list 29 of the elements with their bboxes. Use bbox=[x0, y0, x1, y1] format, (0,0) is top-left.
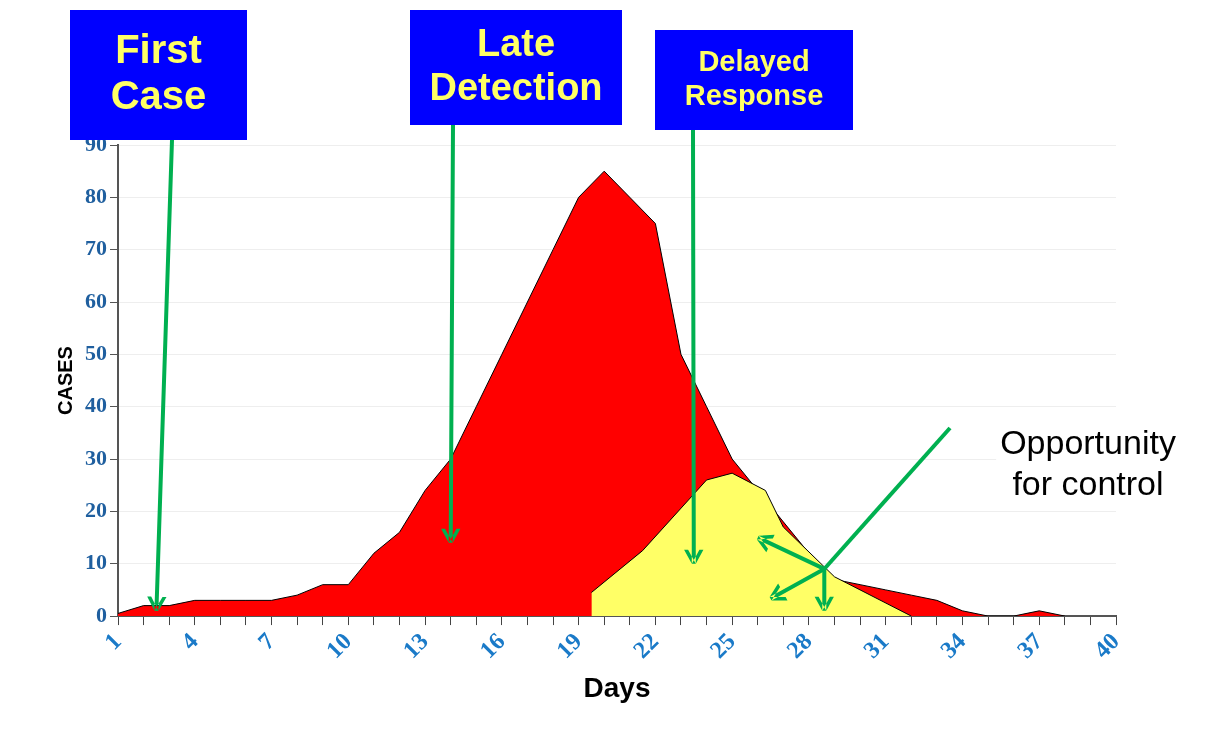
x-tick-label: 40 bbox=[1088, 627, 1124, 664]
y-tick-label: 0 bbox=[96, 601, 107, 627]
x-tick-label: 25 bbox=[704, 627, 741, 664]
x-tick-label: 16 bbox=[474, 627, 510, 664]
y-tick-label: 10 bbox=[85, 549, 107, 575]
y-tick-label: 80 bbox=[85, 183, 107, 209]
y-tick-label: 40 bbox=[85, 392, 107, 418]
annotation: First Case bbox=[110, 27, 207, 118]
x-tick-label: 1 bbox=[99, 627, 126, 655]
x-tick-label: 13 bbox=[397, 627, 433, 664]
x-tick-label: 31 bbox=[858, 627, 894, 664]
x-tick-label: 37 bbox=[1011, 627, 1048, 664]
y-tick-label: 70 bbox=[85, 235, 107, 261]
annotation: Opportunity for control bbox=[1000, 422, 1176, 502]
y-tick-label: 50 bbox=[85, 340, 107, 366]
y-tick-label: 60 bbox=[85, 287, 107, 313]
x-tick-label: 4 bbox=[175, 627, 203, 655]
x-tick-label: 34 bbox=[935, 627, 971, 664]
x-tick-label: 28 bbox=[781, 627, 817, 664]
x-tick-label: 10 bbox=[320, 627, 357, 664]
x-tick-label: 22 bbox=[627, 627, 664, 664]
x-tick-label: 19 bbox=[551, 627, 587, 664]
y-tick-label: 20 bbox=[85, 497, 107, 523]
text: Delayed Response bbox=[684, 45, 824, 111]
y-axis-title: CASES bbox=[53, 346, 76, 415]
x-tick-label: 7 bbox=[252, 627, 280, 655]
y-tick-label: 30 bbox=[85, 444, 107, 470]
x-axis-title: Days bbox=[583, 671, 651, 703]
text: Late Detection bbox=[429, 22, 603, 108]
